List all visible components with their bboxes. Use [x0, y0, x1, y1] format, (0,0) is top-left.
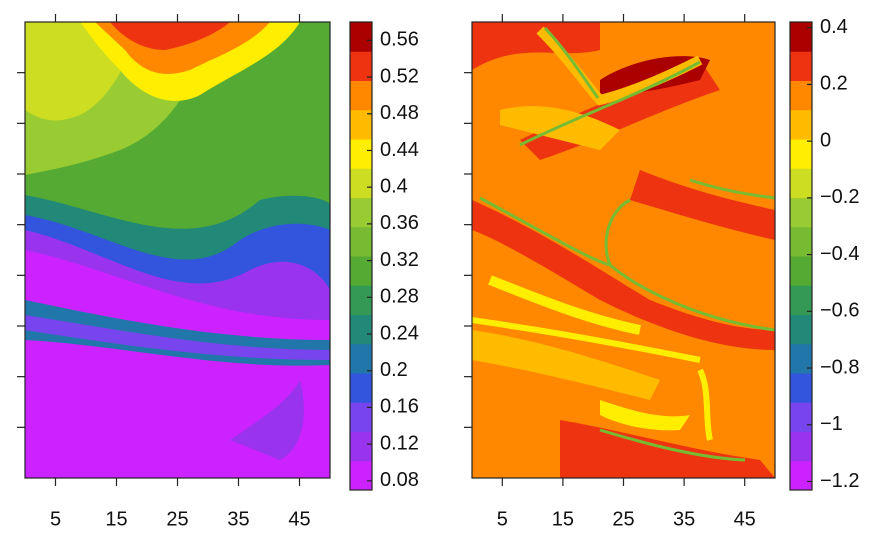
- colorbar-tick-label: 0.2: [820, 73, 848, 95]
- x-tick-label: 15: [105, 508, 127, 530]
- colorbar-band: [350, 431, 372, 462]
- colorbar-band: [350, 256, 372, 286]
- colorbar-band: [790, 80, 812, 111]
- x-tick-label: 35: [673, 508, 695, 530]
- colorbar-tick-label: −0.8: [820, 356, 859, 378]
- colorbar-band: [790, 285, 812, 315]
- contour-field: [25, 22, 330, 478]
- colorbar-band: [790, 22, 812, 52]
- colorbar-band: [350, 460, 372, 491]
- colorbar-band: [790, 373, 812, 403]
- colorbar-band: [790, 51, 812, 81]
- colorbar-tick-label: −0.4: [820, 243, 859, 265]
- x-tick-label: 5: [50, 508, 61, 530]
- colorbar-band: [790, 343, 812, 374]
- colorbar-band: [350, 343, 372, 374]
- colorbar-tick-label: −1.2: [820, 470, 859, 492]
- colorbar-band: [790, 226, 812, 257]
- colorbar-band: [350, 285, 372, 315]
- colorbar-tick-label: −1: [820, 413, 843, 435]
- x-tick-label: 25: [612, 508, 634, 530]
- colorbar-tick-label: 0.4: [380, 175, 408, 197]
- colorbar-band: [350, 51, 372, 81]
- colorbar-tick-label: 0.32: [380, 249, 419, 271]
- colorbar-tick-label: 0.24: [380, 322, 419, 344]
- x-tick-label: 5: [497, 508, 508, 530]
- x-tick-label: 45: [734, 508, 756, 530]
- colorbar-tick-label: 0.36: [380, 212, 419, 234]
- colorbar-band: [350, 80, 372, 111]
- colorbar-band: [350, 22, 372, 52]
- colorbar-band: [790, 402, 812, 432]
- colorbar-tick-label: 0.2: [380, 359, 408, 381]
- x-tick-label: 15: [552, 508, 574, 530]
- colorbar-band: [790, 109, 812, 140]
- colorbar-frame: [349, 21, 373, 491]
- colorbar-band: [350, 314, 372, 345]
- colorbar-band: [350, 197, 372, 228]
- colorbar-band: [790, 431, 812, 462]
- colorbar-tick-label: 0.44: [380, 139, 419, 161]
- x-tick-label: 25: [166, 508, 188, 530]
- colorbar-band: [790, 314, 812, 345]
- colorbar-tick-label: 0.08: [380, 469, 419, 491]
- colorbar-frame: [789, 21, 813, 491]
- colorbar-tick-label: 0.16: [380, 396, 419, 418]
- colorbar-band: [790, 168, 812, 198]
- colorbar-tick-label: 0.56: [380, 29, 419, 51]
- colorbar-tick-label: 0.52: [380, 65, 419, 87]
- colorbar-tick-label: −0.2: [820, 186, 859, 208]
- colorbar-tick-label: −0.6: [820, 300, 859, 322]
- colorbar-band: [790, 197, 812, 228]
- colorbar-band: [350, 168, 372, 198]
- colorbar-tick-label: 0.48: [380, 102, 419, 124]
- x-tick-label: 35: [227, 508, 249, 530]
- colorbar-band: [790, 460, 812, 491]
- colorbar-band: [350, 139, 372, 169]
- colorbar-band: [350, 109, 372, 140]
- contour-field: [472, 22, 775, 478]
- colorbar-tick-label: 0.4: [820, 16, 848, 38]
- colorbar-band: [350, 373, 372, 403]
- colorbar-tick-label: 0.28: [380, 286, 419, 308]
- colorbar-band: [350, 226, 372, 257]
- x-tick-label: 45: [288, 508, 310, 530]
- colorbar-tick-label: 0.12: [380, 432, 419, 454]
- colorbar-tick-label: 0: [820, 129, 831, 151]
- colorbar-band: [350, 402, 372, 432]
- colorbar-band: [790, 139, 812, 169]
- colorbar-band: [790, 256, 812, 286]
